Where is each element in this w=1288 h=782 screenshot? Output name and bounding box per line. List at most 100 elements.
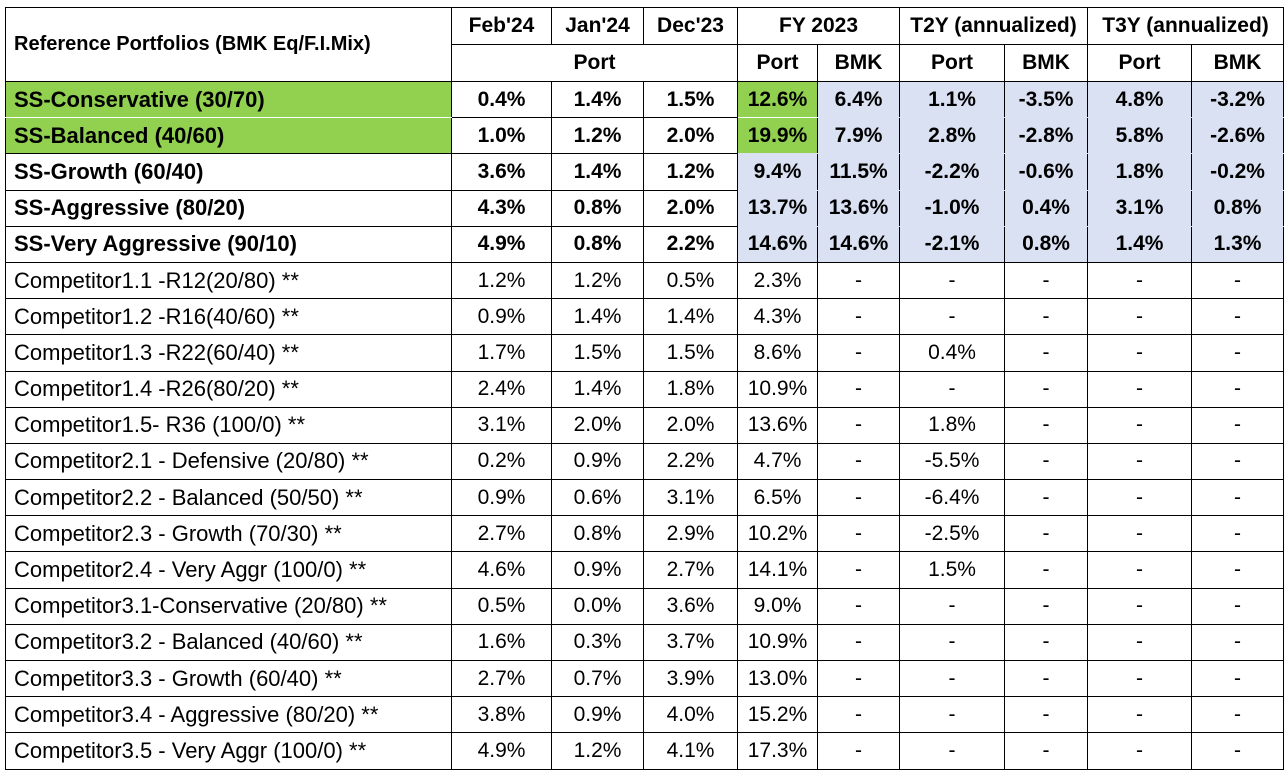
value-cell: - bbox=[899, 370, 1006, 408]
value-cell: 1.7% bbox=[451, 334, 552, 372]
value-cell: 2.3% bbox=[737, 261, 818, 300]
value-cell: 4.1% bbox=[643, 732, 738, 770]
value-cell: 2.7% bbox=[451, 659, 552, 698]
value-cell: 2.0% bbox=[643, 117, 738, 155]
competitor-row: Competitor3.3 - Growth (60/40) ** 2.7% 0.7… bbox=[5, 659, 1285, 698]
competitor-row: Competitor3.5 - Very Aggr (100/0) ** 4.9%… bbox=[5, 732, 1285, 770]
value-cell: 2.7% bbox=[451, 515, 552, 553]
value-cell: - bbox=[1004, 659, 1089, 698]
value-cell: 2.2% bbox=[643, 225, 738, 263]
row-name: Competitor2.3 - Growth (70/30) ** bbox=[5, 515, 452, 553]
value-cell: 1.2% bbox=[551, 732, 644, 770]
value-cell: 2.0% bbox=[551, 406, 644, 444]
value-cell: -2.1% bbox=[899, 225, 1006, 263]
ss-portfolio-row: SS-Very Aggressive (90/10) 4.9% 0.8% 2.2% 14… bbox=[5, 225, 1285, 263]
value-cell: 14.6% bbox=[737, 225, 818, 263]
value-cell: - bbox=[1191, 515, 1285, 553]
value-cell: - bbox=[1004, 587, 1089, 625]
value-cell: - bbox=[1004, 479, 1089, 517]
value-cell: 1.5% bbox=[643, 80, 738, 119]
value-cell: - bbox=[1087, 334, 1193, 372]
value-cell: 0.4% bbox=[899, 334, 1006, 372]
period-header-row: Reference Portfolios (BMK Eq/F.I.Mix) Fe… bbox=[5, 7, 1285, 82]
value-cell: 9.4% bbox=[737, 153, 818, 191]
sub-header-row: Port Port BMK Port BMK Port BMK bbox=[6, 44, 1285, 82]
value-cell: 1.4% bbox=[1087, 225, 1193, 263]
value-cell: 13.0% bbox=[737, 659, 818, 698]
value-cell: - bbox=[1191, 732, 1285, 770]
value-cell: 3.1% bbox=[451, 406, 552, 444]
value-cell: 1.2% bbox=[643, 153, 738, 191]
value-cell: - bbox=[816, 659, 901, 698]
row-name: Competitor2.4 - Very Aggr (100/0) ** bbox=[5, 551, 452, 589]
value-cell: 3.6% bbox=[643, 587, 738, 625]
competitor-row: Competitor2.1 - Defensive (20/80) ** 0.2%… bbox=[5, 442, 1285, 481]
value-cell: 1.6% bbox=[451, 623, 552, 662]
value-cell: - bbox=[816, 587, 901, 625]
value-cell: 4.3% bbox=[737, 298, 818, 336]
value-cell: - bbox=[1004, 406, 1089, 444]
competitor-row: Competitor2.4 - Very Aggr (100/0) ** 4.6%… bbox=[5, 551, 1285, 589]
value-cell: 2.0% bbox=[643, 406, 738, 444]
table-header: Reference Portfolios (BMK Eq/F.I.Mix) Fe… bbox=[5, 7, 1285, 82]
value-cell: 8.6% bbox=[737, 334, 818, 372]
competitor-row: Competitor1.1 -R12(20/80) ** 1.2% 1.2% 0.5%… bbox=[5, 261, 1285, 300]
row-name: Competitor1.3 -R22(60/40) ** bbox=[5, 334, 452, 372]
value-cell: 1.4% bbox=[551, 298, 644, 336]
competitor-row: Competitor1.5- R36 (100/0) ** 3.1% 2.0% 2.0… bbox=[5, 406, 1285, 444]
row-name: SS-Very Aggressive (90/10) bbox=[5, 225, 452, 263]
value-cell: -2.8% bbox=[1004, 117, 1089, 155]
value-cell: 0.6% bbox=[551, 479, 644, 517]
value-cell: 3.6% bbox=[451, 153, 552, 191]
value-cell: 0.9% bbox=[451, 298, 552, 336]
row-name: Competitor3.5 - Very Aggr (100/0) ** bbox=[5, 732, 452, 770]
competitor-row: Competitor3.4 - Aggressive (80/20) ** 3.8… bbox=[5, 696, 1285, 734]
value-cell: 1.8% bbox=[1087, 153, 1193, 191]
value-cell: -3.2% bbox=[1191, 80, 1285, 119]
col-header-t3y: T3Y (annualized) bbox=[1087, 7, 1285, 45]
value-cell: 0.8% bbox=[1191, 189, 1285, 227]
value-cell: 0.8% bbox=[551, 515, 644, 553]
competitor-row: Competitor2.3 - Growth (70/30) ** 2.7% 0.8… bbox=[5, 515, 1285, 553]
sub-header-t2y-port: Port bbox=[899, 44, 1006, 82]
value-cell: 6.5% bbox=[737, 479, 818, 517]
row-name: Competitor1.1 -R12(20/80) ** bbox=[5, 261, 452, 300]
value-cell: - bbox=[1191, 551, 1285, 589]
col-header-fy2023: FY 2023 bbox=[736, 7, 901, 45]
value-cell: - bbox=[1087, 479, 1193, 517]
value-cell: -0.6% bbox=[1004, 153, 1089, 191]
value-cell: 3.1% bbox=[1087, 189, 1193, 227]
value-cell: -2.5% bbox=[899, 515, 1006, 553]
value-cell: 4.3% bbox=[451, 189, 552, 227]
row-name: SS-Balanced (40/60) bbox=[5, 117, 452, 155]
value-cell: 1.3% bbox=[1191, 225, 1285, 263]
value-cell: - bbox=[1087, 623, 1193, 662]
table-title: Reference Portfolios (BMK Eq/F.I.Mix) bbox=[5, 7, 452, 82]
row-name: Competitor3.1-Conservative (20/80) ** bbox=[5, 587, 452, 625]
col-header-dec23: Dec'23 bbox=[643, 7, 738, 45]
competitor-row: Competitor1.2 -R16(40/60) ** 0.9% 1.4% 1.4%… bbox=[5, 298, 1285, 336]
ss-portfolio-row: SS-Aggressive (80/20) 4.3% 0.8% 2.0% 13.7% 13… bbox=[5, 189, 1285, 227]
value-cell: - bbox=[899, 298, 1006, 336]
value-cell: 3.9% bbox=[643, 659, 738, 698]
value-cell: - bbox=[1004, 261, 1089, 300]
value-cell: 4.9% bbox=[451, 225, 552, 263]
row-name: Competitor2.1 - Defensive (20/80) ** bbox=[5, 442, 452, 481]
competitor-row: Competitor1.4 -R26(80/20) ** 2.4% 1.4% 1.8%… bbox=[5, 370, 1285, 408]
value-cell: 2.7% bbox=[643, 551, 738, 589]
ss-portfolio-row: SS-Growth (60/40) 3.6% 1.4% 1.2% 9.4% 11.5% -2… bbox=[5, 153, 1285, 191]
value-cell: - bbox=[1004, 298, 1089, 336]
value-cell: - bbox=[816, 406, 901, 444]
value-cell: 11.5% bbox=[816, 153, 901, 191]
value-cell: - bbox=[1087, 732, 1193, 770]
value-cell: 10.9% bbox=[737, 370, 818, 408]
value-cell: 7.9% bbox=[816, 117, 901, 155]
value-cell: - bbox=[1004, 442, 1089, 481]
value-cell: - bbox=[1087, 298, 1193, 336]
value-cell: - bbox=[816, 551, 901, 589]
value-cell: - bbox=[1191, 442, 1285, 481]
value-cell: - bbox=[1087, 587, 1193, 625]
value-cell: 10.9% bbox=[737, 623, 818, 662]
value-cell: - bbox=[1191, 696, 1285, 734]
competitor-row: Competitor1.3 -R22(60/40) ** 1.7% 1.5% 1.5%… bbox=[5, 334, 1285, 372]
